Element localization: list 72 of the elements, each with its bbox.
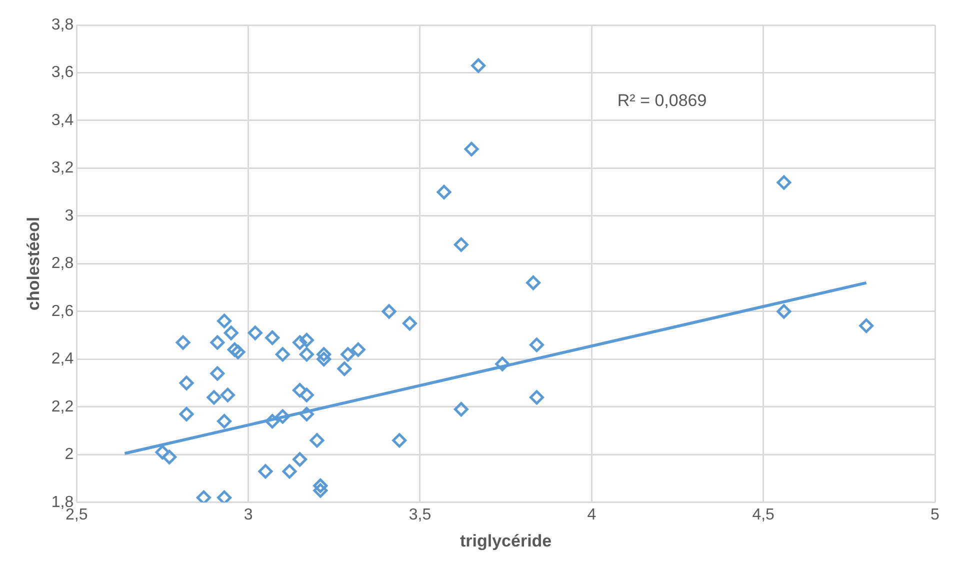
point [454,237,468,252]
point [436,184,452,200]
x-tick-label: 3 [244,506,253,524]
point [299,388,314,402]
point [776,304,792,319]
point [310,433,324,448]
point [495,356,510,372]
point [454,402,468,417]
point [299,406,314,422]
point [275,347,290,362]
point [402,316,417,331]
y-tick-label: 3,4 [51,112,74,129]
point [859,318,874,334]
point [529,338,544,352]
point [464,142,479,156]
point [227,342,242,357]
annotation: R² = 0,0869 [617,91,707,110]
point [210,366,225,381]
point [337,361,352,376]
x-tick-label: 4,5 [752,506,775,524]
point [776,175,792,190]
point [275,409,290,424]
point [206,390,222,405]
y-tick-label: 2,4 [51,350,74,368]
point [382,304,396,319]
x-tick-label: 2,5 [66,506,88,524]
point [299,332,314,348]
y-tick-label: 2,8 [51,255,74,272]
y-tick-label: 3,2 [51,160,74,177]
y-tick-label: 2,2 [51,398,74,416]
y-tick-label: 2 [64,446,74,464]
point [292,382,308,398]
point [299,347,314,362]
point [292,452,308,467]
point [155,445,170,460]
point [350,342,366,357]
point [340,347,356,362]
point [265,330,280,345]
point [282,464,297,479]
point [176,335,190,350]
point [316,347,332,362]
point [529,390,544,405]
point [292,335,308,350]
x-axis-title: triglycéride [460,531,552,550]
point [230,344,246,360]
point [248,326,262,340]
point [258,464,273,479]
y-tick-label: 3,8 [51,16,74,34]
x-tick-label: 4 [587,506,596,524]
y-tick-label: 3 [64,207,74,224]
point [313,483,328,498]
y-tick-label: 2,6 [51,302,74,320]
point [313,478,328,493]
point [217,490,232,502]
x-tick-label: 5 [930,506,940,524]
point [217,314,232,328]
point [224,326,238,340]
point [392,433,407,448]
point [196,490,211,502]
point [265,414,280,428]
point [526,276,541,290]
y-tick-label: 3,6 [51,64,74,82]
point [179,376,194,390]
point [220,388,235,402]
point [471,58,486,73]
x-tick-label: 3,5 [408,506,432,524]
point [210,335,225,350]
point [316,352,332,366]
y-axis-title: cholestéeol [24,216,43,310]
point [179,406,194,422]
point [162,450,177,464]
point [217,414,232,428]
